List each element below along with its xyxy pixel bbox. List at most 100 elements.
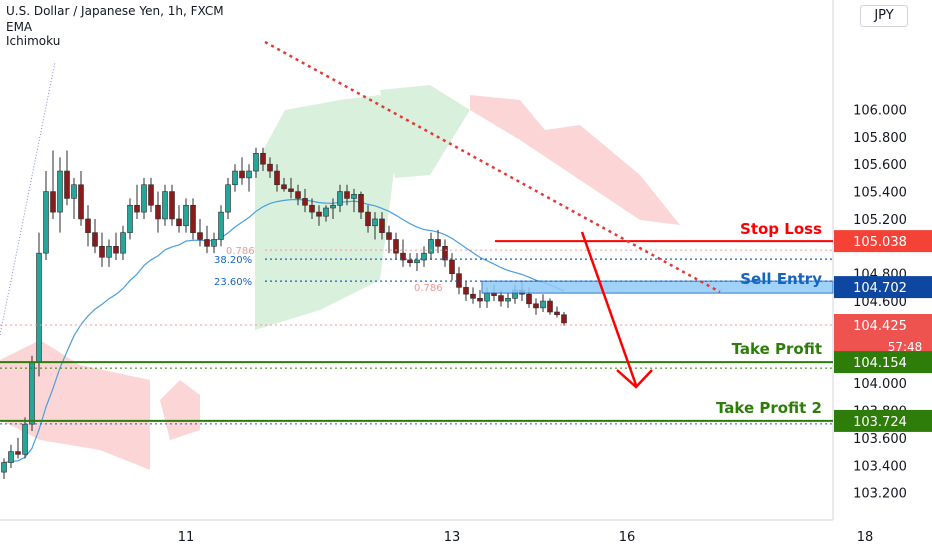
candle-body[interactable] xyxy=(253,152,259,172)
candle-body[interactable] xyxy=(50,191,56,213)
candle-body[interactable] xyxy=(85,218,91,233)
candle-body[interactable] xyxy=(316,211,322,217)
candle-body[interactable] xyxy=(400,252,406,261)
candle-body[interactable] xyxy=(351,194,357,199)
candle-body[interactable] xyxy=(134,204,140,213)
candle-body[interactable] xyxy=(239,170,245,179)
ema-line xyxy=(3,198,565,464)
candle-body[interactable] xyxy=(358,194,364,213)
candle-body[interactable] xyxy=(561,314,567,324)
candle-body[interactable] xyxy=(211,239,217,247)
candle-body[interactable] xyxy=(127,204,133,233)
ichimoku-indicator-label[interactable]: Ichimoku xyxy=(6,34,61,48)
sell-entry-price-tag: 104.702 xyxy=(853,281,907,296)
candle-body[interactable] xyxy=(64,170,70,199)
stop-loss-price-tag-bg xyxy=(834,230,932,253)
currency-button[interactable]: JPY xyxy=(860,5,908,27)
take-profit-price-tag-bg xyxy=(834,351,932,374)
candle-body[interactable] xyxy=(505,298,511,302)
candle-body[interactable] xyxy=(197,232,203,240)
candle-body[interactable] xyxy=(190,204,196,233)
candle-body[interactable] xyxy=(337,191,343,206)
candle-body[interactable] xyxy=(498,295,504,302)
sell-entry-price-tag-bg xyxy=(834,276,932,299)
fib-label: 0.786 xyxy=(414,283,443,294)
ichimoku-cloud-green xyxy=(380,85,470,178)
candle-body[interactable] xyxy=(309,204,315,213)
candle-body[interactable] xyxy=(71,184,77,199)
candle-body[interactable] xyxy=(442,246,448,261)
candle-body[interactable] xyxy=(225,184,231,213)
candle-body[interactable] xyxy=(470,293,476,299)
candle-body[interactable] xyxy=(428,239,434,254)
candle-body[interactable] xyxy=(295,191,301,199)
candle-body[interactable] xyxy=(372,218,378,227)
candle-body[interactable] xyxy=(540,300,546,309)
candle-body[interactable] xyxy=(463,287,469,295)
candle-body[interactable] xyxy=(218,211,224,240)
candle-body[interactable] xyxy=(547,300,553,313)
candle-body[interactable] xyxy=(162,191,168,220)
candle-body[interactable] xyxy=(449,259,455,274)
candle-body[interactable] xyxy=(414,259,420,264)
candle-body[interactable] xyxy=(57,170,63,213)
candle-body[interactable] xyxy=(141,184,147,213)
take-profit-label: Take Profit xyxy=(732,340,822,358)
candle-body[interactable] xyxy=(246,170,252,179)
price-axis-label: 105.200 xyxy=(853,213,907,228)
candle-body[interactable] xyxy=(533,303,539,309)
candle-body[interactable] xyxy=(435,239,441,247)
candle-body[interactable] xyxy=(120,232,126,254)
time-axis-label: 18 xyxy=(857,530,874,545)
candle-body[interactable] xyxy=(302,198,308,206)
candle-body[interactable] xyxy=(274,170,280,186)
candle-body[interactable] xyxy=(78,184,84,220)
candle-body[interactable] xyxy=(484,292,490,302)
candle-body[interactable] xyxy=(106,246,112,258)
candle-body[interactable] xyxy=(554,311,560,316)
candle-body[interactable] xyxy=(176,218,182,227)
candle-body[interactable] xyxy=(36,252,42,363)
candle-body[interactable] xyxy=(92,232,98,247)
candle-body[interactable] xyxy=(99,246,105,258)
candle-body[interactable] xyxy=(155,204,161,220)
candle-body[interactable] xyxy=(183,204,189,227)
fib-label: 38.20% xyxy=(214,255,252,266)
candle-body[interactable] xyxy=(288,188,294,192)
candle-body[interactable] xyxy=(169,191,175,220)
candle-body[interactable] xyxy=(8,451,14,463)
candle-body[interactable] xyxy=(526,293,532,305)
sell-entry-zone[interactable] xyxy=(481,280,834,294)
candle-body[interactable] xyxy=(386,232,392,240)
candle-body[interactable] xyxy=(365,211,371,227)
candle-body[interactable] xyxy=(323,207,329,217)
price-axis-label: 106.000 xyxy=(853,103,907,118)
candle-body[interactable] xyxy=(393,239,399,254)
candle-body[interactable] xyxy=(267,163,273,172)
candle-body[interactable] xyxy=(43,191,49,254)
candle-body[interactable] xyxy=(281,184,287,190)
stop-loss-price-tag: 105.038 xyxy=(853,235,907,250)
ema-indicator-label[interactable]: EMA xyxy=(6,20,33,34)
candle-body[interactable] xyxy=(148,184,154,206)
candle-body[interactable] xyxy=(330,204,336,209)
candle-body[interactable] xyxy=(344,191,350,199)
candle-body[interactable] xyxy=(232,170,238,186)
candle-body[interactable] xyxy=(379,218,385,233)
candle-body[interactable] xyxy=(113,246,119,254)
candle-body[interactable] xyxy=(15,451,21,455)
time-axis-label: 13 xyxy=(444,530,461,545)
price-axis-label: 104.600 xyxy=(853,295,907,310)
downtrend-line[interactable] xyxy=(264,40,721,294)
candle-body[interactable] xyxy=(29,362,35,425)
candle-body[interactable] xyxy=(204,239,210,247)
candle-body[interactable] xyxy=(421,252,427,261)
candle-body[interactable] xyxy=(477,298,483,302)
candle-body[interactable] xyxy=(407,259,413,264)
bar-countdown: 57:48 xyxy=(888,340,923,354)
candle-body[interactable] xyxy=(260,152,266,165)
candle-body[interactable] xyxy=(1,462,7,473)
candle-body[interactable] xyxy=(22,423,28,455)
